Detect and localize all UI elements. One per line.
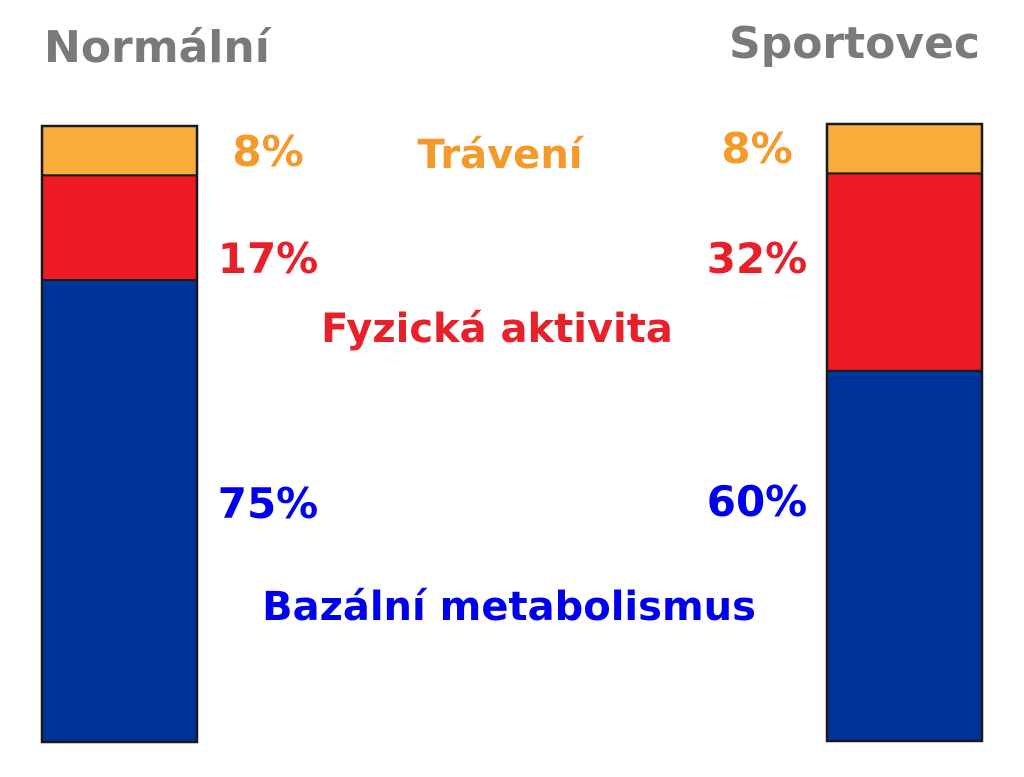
bar-segment-sportovec-fyzicka-aktivita [826,172,983,372]
labels-group: Normální Sportovec 75% 60% 17% 32% 8% 8% Bazální… [44,18,980,630]
bar-segment-normalni-fyzicka-aktivita [41,174,198,281]
column-title-sportovec: Sportovec [729,18,980,69]
value-label-sportovec-traveni: 8% [721,124,792,173]
series-label-traveni: Trávení [418,132,585,178]
bar-segment-sportovec-bazalni-metabolismus [826,369,983,742]
bar-frame-normalni [40,124,199,744]
bar-segment-normalni-traveni [41,125,198,177]
value-label-normalni-traveni: 8% [232,127,303,176]
bar-frame-sportovec [825,122,984,743]
value-label-sportovec-bazalni-metabolismus: 60% [707,477,808,526]
bars-group [40,122,984,744]
series-label-bazalni-metabolismus: Bazální metabolismus [262,584,756,630]
bar-segment-sportovec-traveni [826,123,983,175]
value-label-normalni-fyzicka-aktivita: 17% [218,234,319,283]
series-label-fyzicka-aktivita: Fyzická aktivita [321,306,673,352]
value-label-normalni-bazalni-metabolismus: 75% [218,479,319,528]
bar-segment-normalni-bazalni-metabolismus [41,279,198,743]
value-label-sportovec-fyzicka-aktivita: 32% [707,234,808,283]
column-title-normalni: Normální [44,22,273,73]
